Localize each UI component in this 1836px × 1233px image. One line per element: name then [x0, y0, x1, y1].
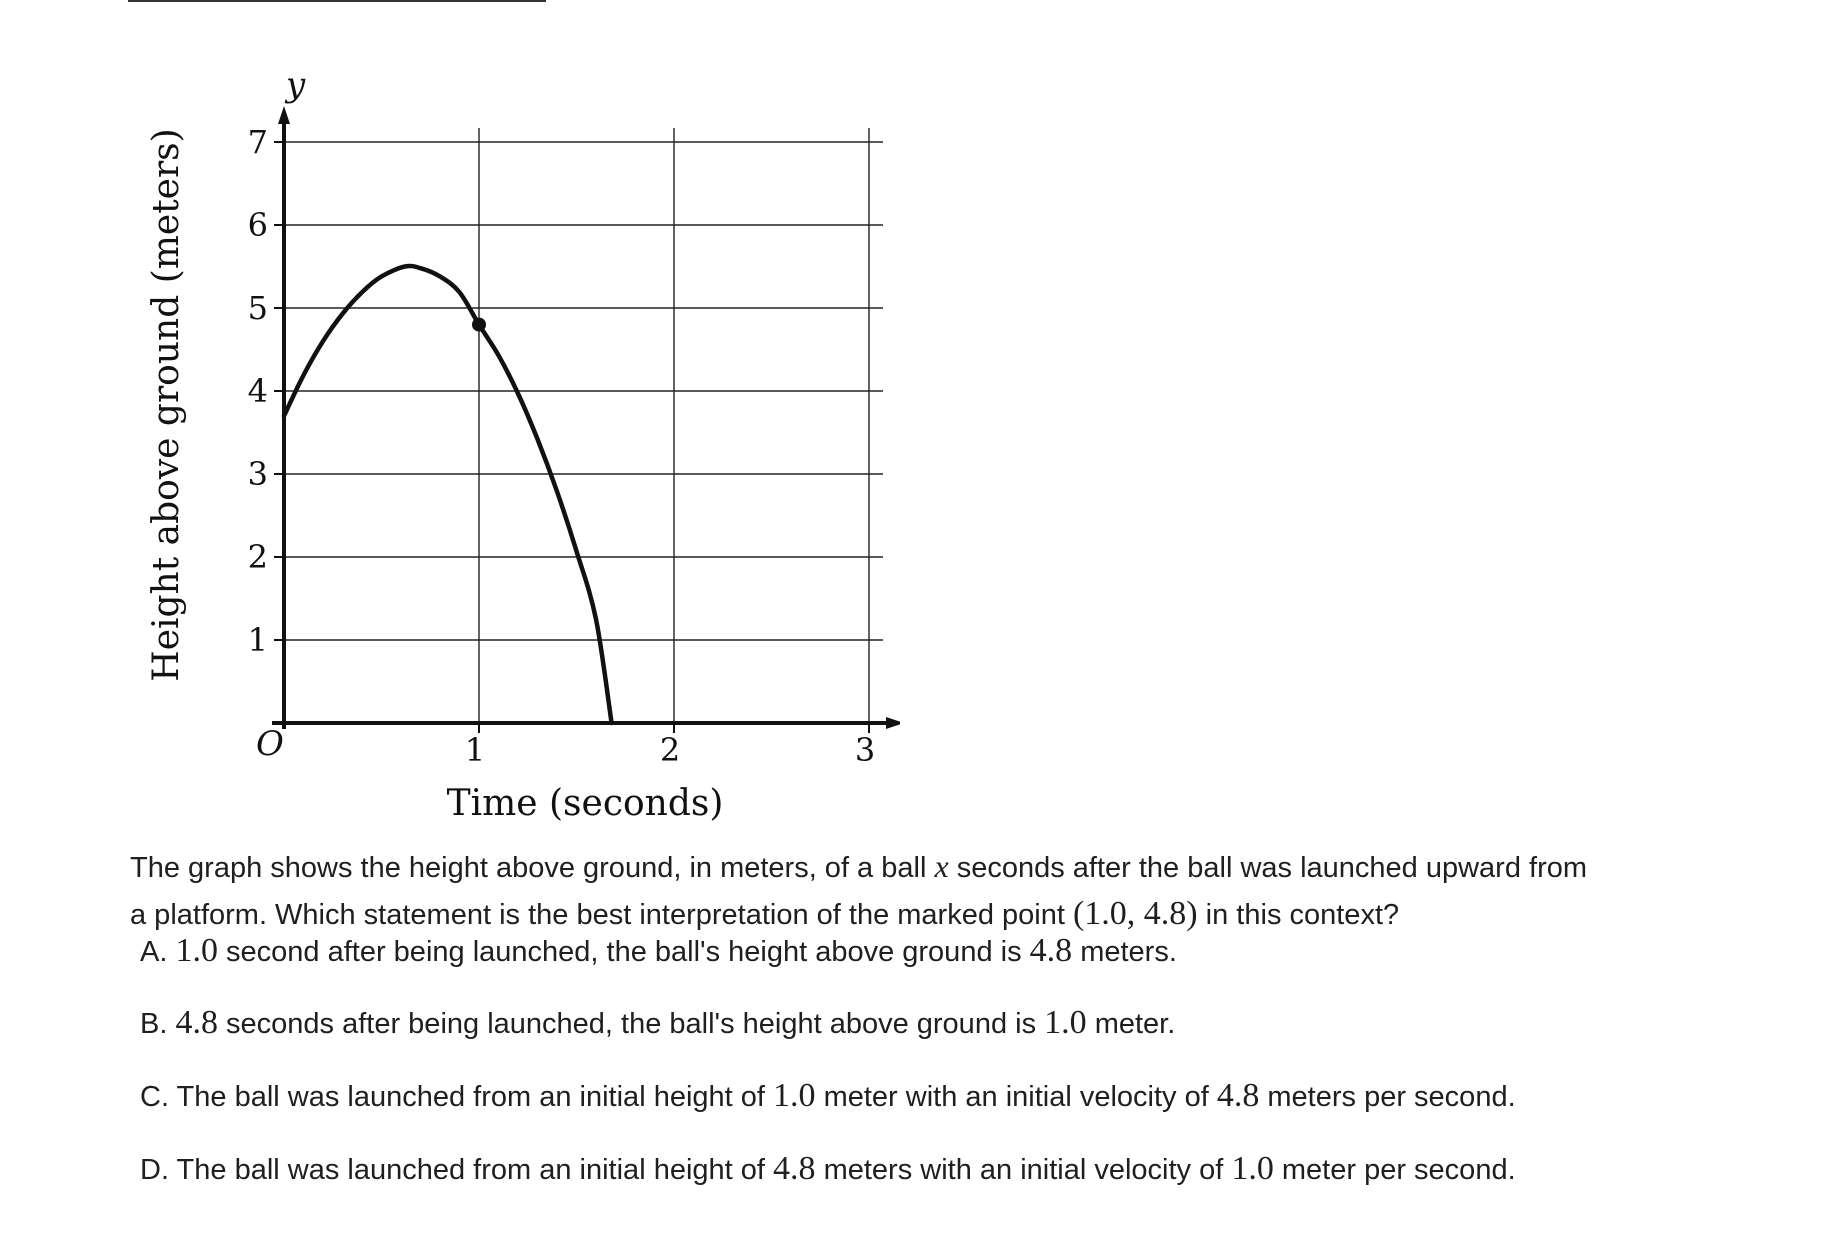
choice-text: The ball was launched from an initial he…: [176, 1081, 774, 1113]
choice-letter: A.: [140, 936, 176, 968]
x-tick-label-3: 3: [855, 731, 875, 769]
choice-letter: D.: [140, 1154, 177, 1186]
y-tick-label-6: 6: [248, 206, 268, 244]
choice-letter: B.: [140, 1008, 176, 1040]
choice-text: meter with an initial velocity of: [815, 1081, 1217, 1113]
choice-number: 4.8: [773, 1150, 816, 1187]
chart-grid: [284, 128, 883, 723]
series-line-height: [281, 263, 614, 726]
choice-d[interactable]: D. The ball was launched from an initial…: [140, 1150, 1516, 1188]
chart-axes: [272, 106, 900, 729]
choice-text: meters with an initial velocity of: [815, 1154, 1232, 1186]
choice-number: 4.8: [1029, 932, 1073, 969]
y-tick-label-4: 4: [248, 372, 268, 410]
y-axis-symbol: y: [284, 65, 306, 105]
y-tick-label-3: 3: [248, 455, 268, 493]
y-tick-label-7: 7: [248, 123, 268, 161]
choice-a[interactable]: A. 1.0 second after being launched, the …: [140, 932, 1177, 970]
choice-text: meter per second.: [1273, 1154, 1516, 1186]
x-tick-label-1: 1: [465, 731, 485, 769]
y-axis-label: Height above ground (meters): [146, 128, 187, 681]
choice-number: 1.0: [1231, 1150, 1274, 1187]
choice-text: meters per second.: [1259, 1081, 1516, 1113]
choice-b[interactable]: B. 4.8 seconds after being launched, the…: [140, 1004, 1175, 1042]
question-point: (1.0, 4.8): [1072, 895, 1198, 932]
y-tick-label-5: 5: [248, 289, 268, 327]
choice-number: 4.8: [175, 1004, 218, 1041]
origin-label: O: [256, 724, 284, 764]
top-divider: [128, 0, 546, 2]
choice-text: seconds after being launched, the ball's…: [217, 1008, 1045, 1040]
marked-point: [472, 317, 486, 332]
choice-text: second after being launched, the ball's …: [217, 936, 1030, 968]
choice-number: 1.0: [175, 932, 218, 969]
y-tick-label-1: 1: [248, 621, 268, 659]
chart-ticks: 1 2 3 4 5 6 7 1 2 3: [248, 123, 876, 769]
choice-text: meters.: [1072, 936, 1177, 968]
choice-number: 1.0: [1044, 1004, 1087, 1041]
choice-text: The ball was launched from an initial he…: [176, 1154, 774, 1186]
x-axis-arrow: [886, 717, 900, 729]
x-tick-label-2: 2: [660, 731, 680, 769]
question-text: The graph shows the height above ground,…: [130, 848, 1588, 932]
choice-c[interactable]: C. The ball was launched from an initial…: [140, 1077, 1516, 1115]
x-axis-label: Time (seconds): [447, 783, 724, 824]
choice-number: 1.0: [773, 1077, 816, 1114]
y-tick-label-2: 2: [248, 538, 268, 576]
choice-text: meter.: [1086, 1008, 1176, 1040]
y-axis-arrow: [278, 106, 290, 124]
question-variable: x: [934, 848, 949, 884]
choice-number: 4.8: [1216, 1077, 1260, 1114]
choice-letter: C.: [140, 1081, 177, 1113]
